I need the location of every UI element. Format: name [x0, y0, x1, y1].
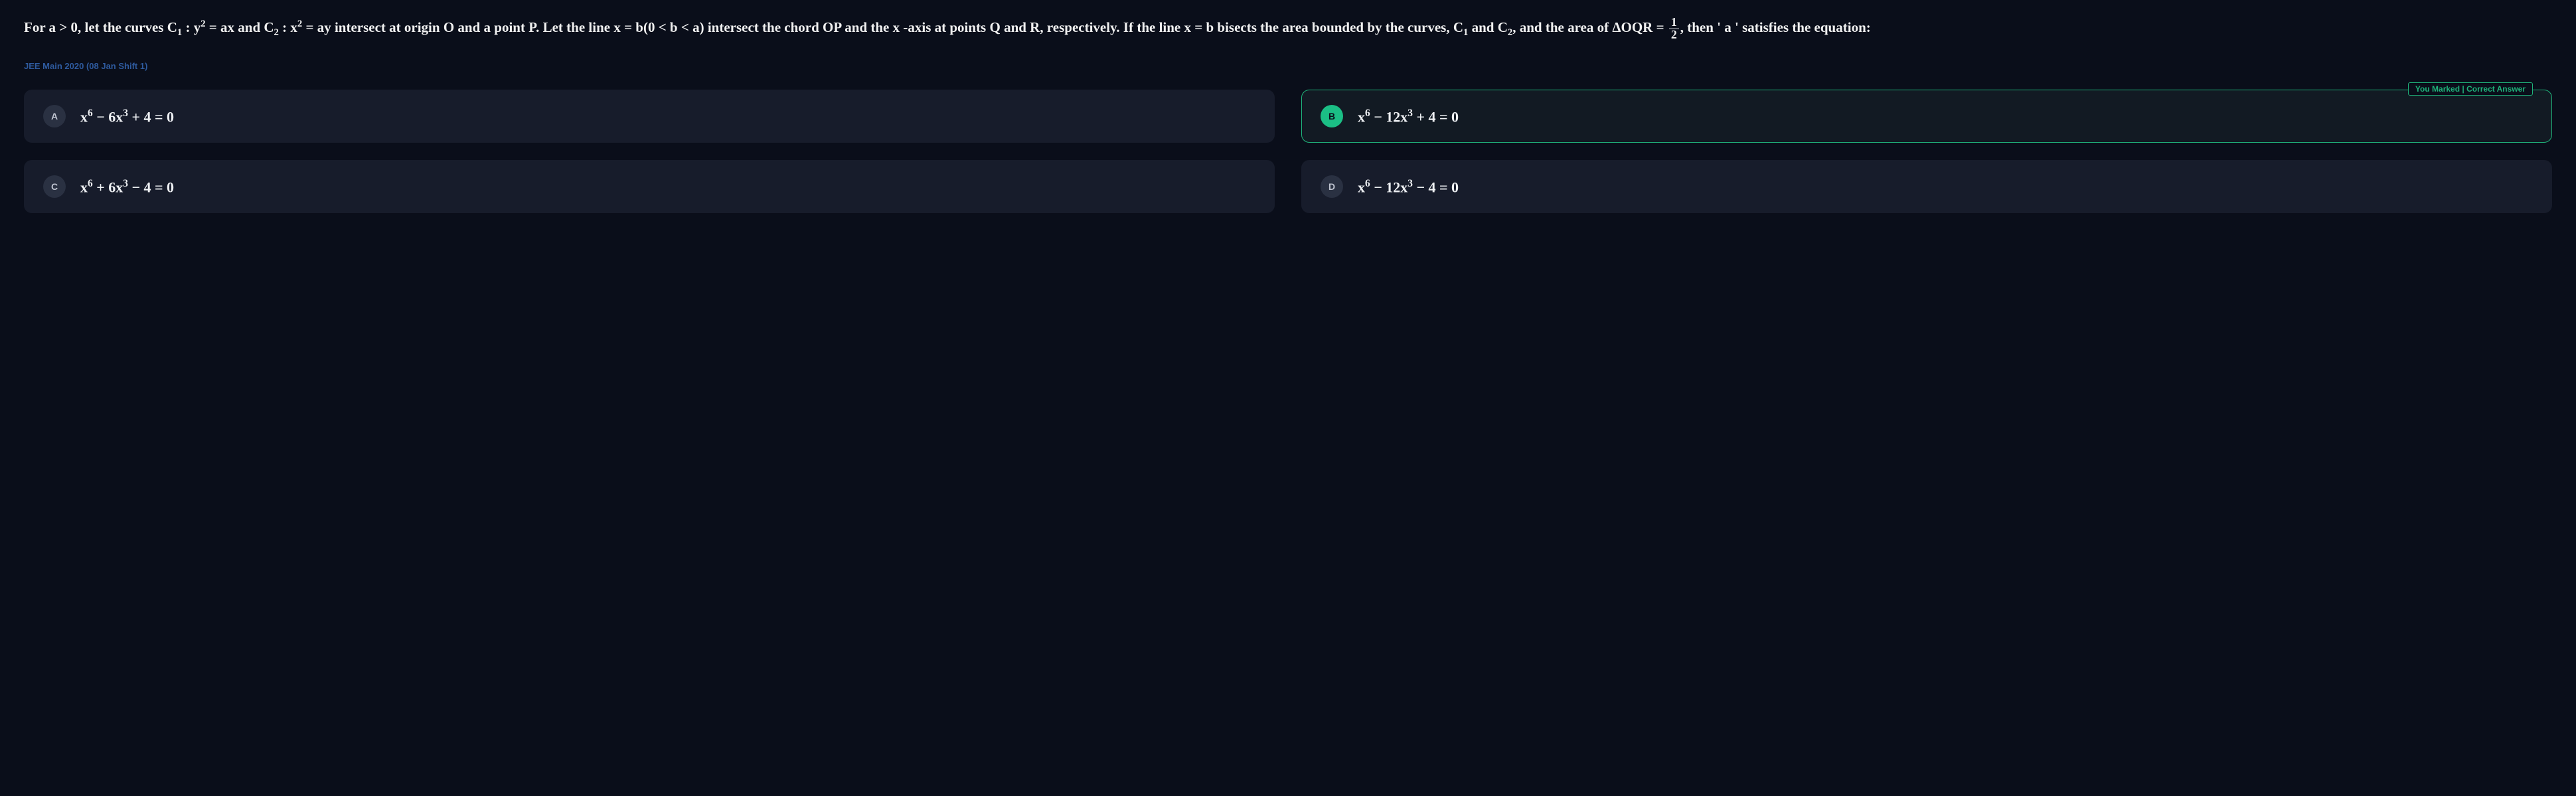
- option-text: x6 + 6x3 − 4 = 0: [80, 178, 174, 196]
- option-badge: D: [1321, 175, 1343, 198]
- option-b[interactable]: You Marked | Correct AnswerBx6 − 12x3 + …: [1301, 90, 2552, 143]
- options-grid: Ax6 − 6x3 + 4 = 0 You Marked | Correct An…: [24, 90, 2552, 213]
- source-tag: JEE Main 2020 (08 Jan Shift 1): [24, 60, 147, 72]
- option-badge: A: [43, 105, 66, 127]
- option-text: x6 − 6x3 + 4 = 0: [80, 108, 174, 125]
- option-badge: C: [43, 175, 66, 198]
- option-badge: B: [1321, 105, 1343, 127]
- option-text: x6 − 12x3 + 4 = 0: [1358, 108, 1459, 125]
- option-d[interactable]: Dx6 − 12x3 − 4 = 0: [1301, 160, 2552, 213]
- question-text: For a > 0, let the curves C1 : y2 = ax a…: [24, 16, 2552, 41]
- correct-marker: You Marked | Correct Answer: [2408, 82, 2533, 96]
- option-text: x6 − 12x3 − 4 = 0: [1358, 178, 1459, 196]
- option-c[interactable]: Cx6 + 6x3 − 4 = 0: [24, 160, 1275, 213]
- option-a[interactable]: Ax6 − 6x3 + 4 = 0: [24, 90, 1275, 143]
